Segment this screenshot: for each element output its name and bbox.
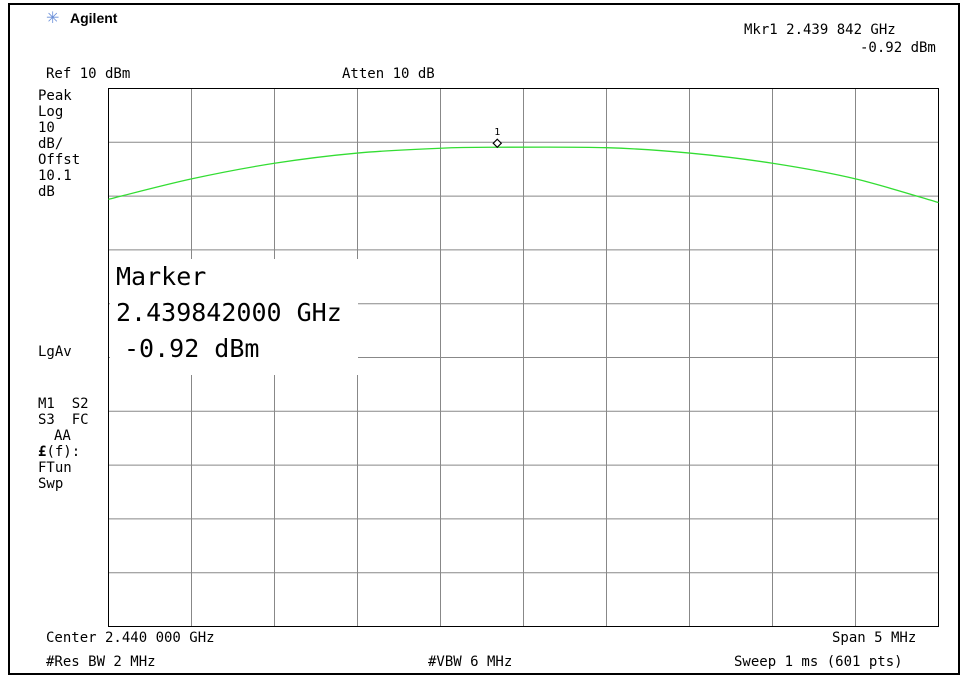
attenuation: Atten 10 dB <box>342 66 435 82</box>
scale-line: Offst <box>38 152 81 168</box>
function-symbol: £ <box>38 444 47 460</box>
marker-number: 1 <box>494 127 500 138</box>
marker-box-frequency: 2.439842000 GHz <box>116 298 342 327</box>
span: Span 5 MHz <box>832 630 917 646</box>
function-line: £(f): <box>38 444 89 460</box>
status-info: M1 S2 S3 FC AA £(f): FTun Swp <box>38 396 89 492</box>
scale-line: 10 <box>38 120 55 136</box>
scale-line: Peak <box>38 88 72 104</box>
function-line: FTun <box>38 460 72 476</box>
agilent-spark-icon: ✳ <box>46 8 60 27</box>
marker-readout-frequency: Mkr1 2.439 842 GHz <box>744 22 896 38</box>
resolution-bandwidth: #Res BW 2 MHz <box>46 654 156 670</box>
marker-diamond-icon <box>492 138 503 149</box>
scale-line: dB <box>38 184 55 200</box>
status-line: AA <box>54 428 71 444</box>
trace-line <box>108 146 939 204</box>
scale-line: dB/ <box>38 136 64 152</box>
marker-info-box: Marker 2.439842000 GHz -0.92 dBm <box>110 259 358 375</box>
status-line: S3 FC <box>38 412 89 428</box>
marker-box-title: Marker <box>116 262 207 291</box>
scale-line: Log <box>38 104 64 120</box>
function-label: (f): <box>46 444 81 460</box>
function-line: Swp <box>38 476 64 492</box>
scale-line: 10.1 <box>38 168 72 184</box>
sweep-info: Sweep 1 ms (601 pts) <box>734 654 903 670</box>
reference-level: Ref 10 dBm <box>46 66 131 82</box>
marker-box-amplitude: -0.92 dBm <box>124 334 260 363</box>
center-frequency: Center 2.440 000 GHz <box>46 630 215 646</box>
status-line: M1 S2 <box>38 396 89 412</box>
video-bandwidth: #VBW 6 MHz <box>428 654 513 670</box>
detector-mode: LgAv <box>38 344 72 360</box>
plot-border <box>108 88 939 627</box>
marker-1: 1 <box>492 127 503 149</box>
scale-info: Peak Log 10 dB/ Offst 10.1 dB <box>38 88 80 200</box>
brand-name: Agilent <box>70 10 118 26</box>
marker-readout-amplitude: -0.92 dBm <box>860 40 936 56</box>
